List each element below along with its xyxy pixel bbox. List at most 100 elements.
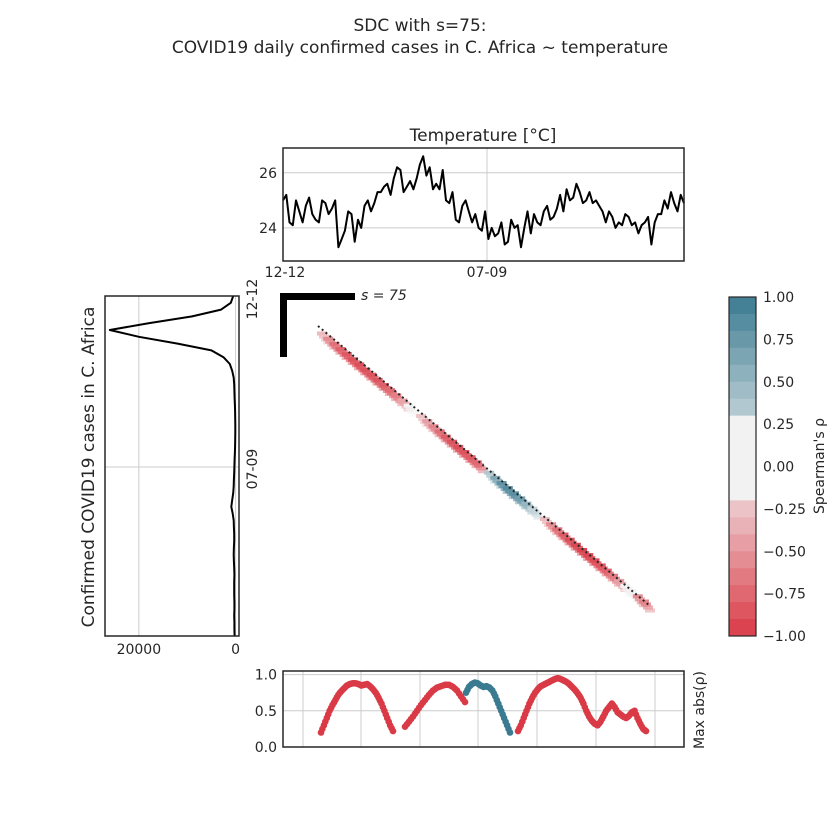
heatmap-cell [589, 558, 600, 563]
heatmap-cell [378, 383, 389, 387]
colorbar-step [729, 483, 756, 501]
heatmap-cell [356, 365, 367, 370]
colorbar-ticks: 1.00 0.75 0.50 0.25 0.00 −0.25 −0.50 −0.75 −1.00 [763, 290, 806, 645]
heatmap-cells [317, 331, 655, 613]
heatmap-cell [424, 422, 435, 427]
heatmap-cell [391, 393, 402, 398]
heatmap-cell [572, 545, 583, 550]
colorbar-step [729, 415, 756, 434]
heatmap-cell [560, 535, 571, 540]
figure-title-line2: COVID19 daily confirmed cases in C. Afri… [172, 38, 668, 58]
heatmap-cell [372, 377, 383, 382]
heatmap-cell [523, 504, 534, 509]
colorbar-tick-label: 0.75 [763, 332, 794, 348]
heatmap-cell [616, 581, 627, 586]
cases-y-tick-label: 07-09 [245, 449, 261, 490]
temperature-x-tick-label: 07-09 [467, 265, 508, 281]
temperature-x-tick-label: 12-12 [265, 265, 306, 281]
max-rho-point [461, 698, 469, 706]
window-size-label: s = 75 [361, 288, 407, 304]
cases-grid [105, 296, 239, 636]
heatmap-cell [603, 571, 614, 576]
colorbar: 1.00 0.75 0.50 0.25 0.00 −0.25 −0.50 −0.75 −1.00… [728, 290, 828, 645]
heatmap-cell [416, 414, 427, 418]
colorbar-frame [728, 296, 757, 637]
heatmap-cell [385, 388, 396, 393]
heatmap-cell [622, 587, 633, 591]
colorbar-step [729, 330, 756, 349]
heatmap-cell [614, 578, 625, 583]
heatmap-cell [601, 568, 612, 573]
heatmap-cell [529, 509, 540, 514]
heatmap-cell [374, 380, 385, 385]
temperature-plot-area [283, 148, 684, 261]
max-rho-y-ticks: 0.0 0.5 1.0 [255, 668, 277, 756]
heatmap-cell [447, 439, 457, 444]
heatmap-cell [459, 450, 470, 454]
heatmap-cell [645, 608, 655, 613]
colorbar-step [729, 381, 756, 400]
max-abs-rho-panel: 0.0 0.5 1.0 Max abs(ρ) [255, 668, 708, 756]
colorbar-step [729, 432, 756, 451]
heatmap-cell [486, 473, 497, 478]
colorbar-gradient [729, 297, 756, 637]
temperature-grid [283, 148, 684, 261]
heatmap-cell [531, 512, 542, 517]
heatmap-cell [558, 532, 569, 537]
heatmap-cell [350, 360, 360, 365]
temperature-title: Temperature [°C] [409, 126, 557, 146]
max-rho-y-tick-label: 0.0 [255, 740, 277, 756]
colorbar-step [729, 551, 756, 569]
heatmap-cell [407, 409, 418, 414]
heatmap-cell [597, 566, 608, 571]
heatmap-cell [502, 486, 513, 491]
heatmap-cell [434, 429, 445, 434]
heatmap-cell [422, 419, 433, 424]
cases-frame [104, 295, 240, 637]
figure-title-line1: SDC with s=75: [353, 16, 486, 36]
heatmap-cell [585, 556, 596, 561]
colorbar-tick-label: −0.25 [763, 502, 806, 518]
heatmap-cell [511, 494, 521, 499]
colorbar-tick-label: 0.00 [763, 460, 794, 476]
heatmap-cell [632, 594, 643, 599]
heatmap-cell [484, 470, 495, 475]
heatmap-cell [323, 336, 334, 341]
window-size-bar-vertical [280, 293, 287, 357]
colorbar-step [729, 449, 756, 467]
colorbar-step [729, 585, 756, 603]
heatmap-cell [348, 357, 358, 362]
heatmap-cell [354, 362, 365, 367]
cases-y-tick-label: 12-12 [245, 279, 261, 320]
heatmap-cell [583, 553, 594, 558]
cases-y-axis-label: Confirmed COVID19 cases in C. Africa [79, 307, 99, 628]
heatmap-cell [453, 444, 464, 449]
colorbar-step [729, 297, 756, 315]
heatmap-cell [442, 437, 453, 442]
colorbar-step [729, 602, 756, 620]
max-rho-point [389, 727, 397, 735]
heatmap-cell [341, 352, 352, 357]
heatmap-cell [329, 341, 340, 346]
heatmap-cell [498, 484, 509, 488]
max-rho-points [317, 674, 650, 736]
heatmap-cell [467, 458, 478, 463]
colorbar-tick-label: −1.00 [763, 629, 806, 645]
heatmap-cell [368, 375, 379, 380]
heatmap-cell [517, 499, 528, 504]
heatmap-cell [620, 584, 631, 588]
heatmap-cell [566, 540, 577, 545]
heatmap-cell [539, 517, 550, 521]
heatmap-cell [564, 537, 575, 542]
max-rho-point [642, 727, 650, 735]
heatmap-cell [360, 367, 371, 372]
heatmap-cell [477, 469, 488, 474]
heatmap-cell [521, 501, 532, 506]
colorbar-step [729, 398, 756, 417]
heatmap-cell [399, 401, 410, 406]
heatmap-cell [430, 427, 441, 432]
heatmap-cell [380, 386, 391, 390]
heatmap-cell [641, 602, 651, 607]
heatmap-cell [496, 481, 507, 485]
heatmap-cell [515, 496, 526, 501]
